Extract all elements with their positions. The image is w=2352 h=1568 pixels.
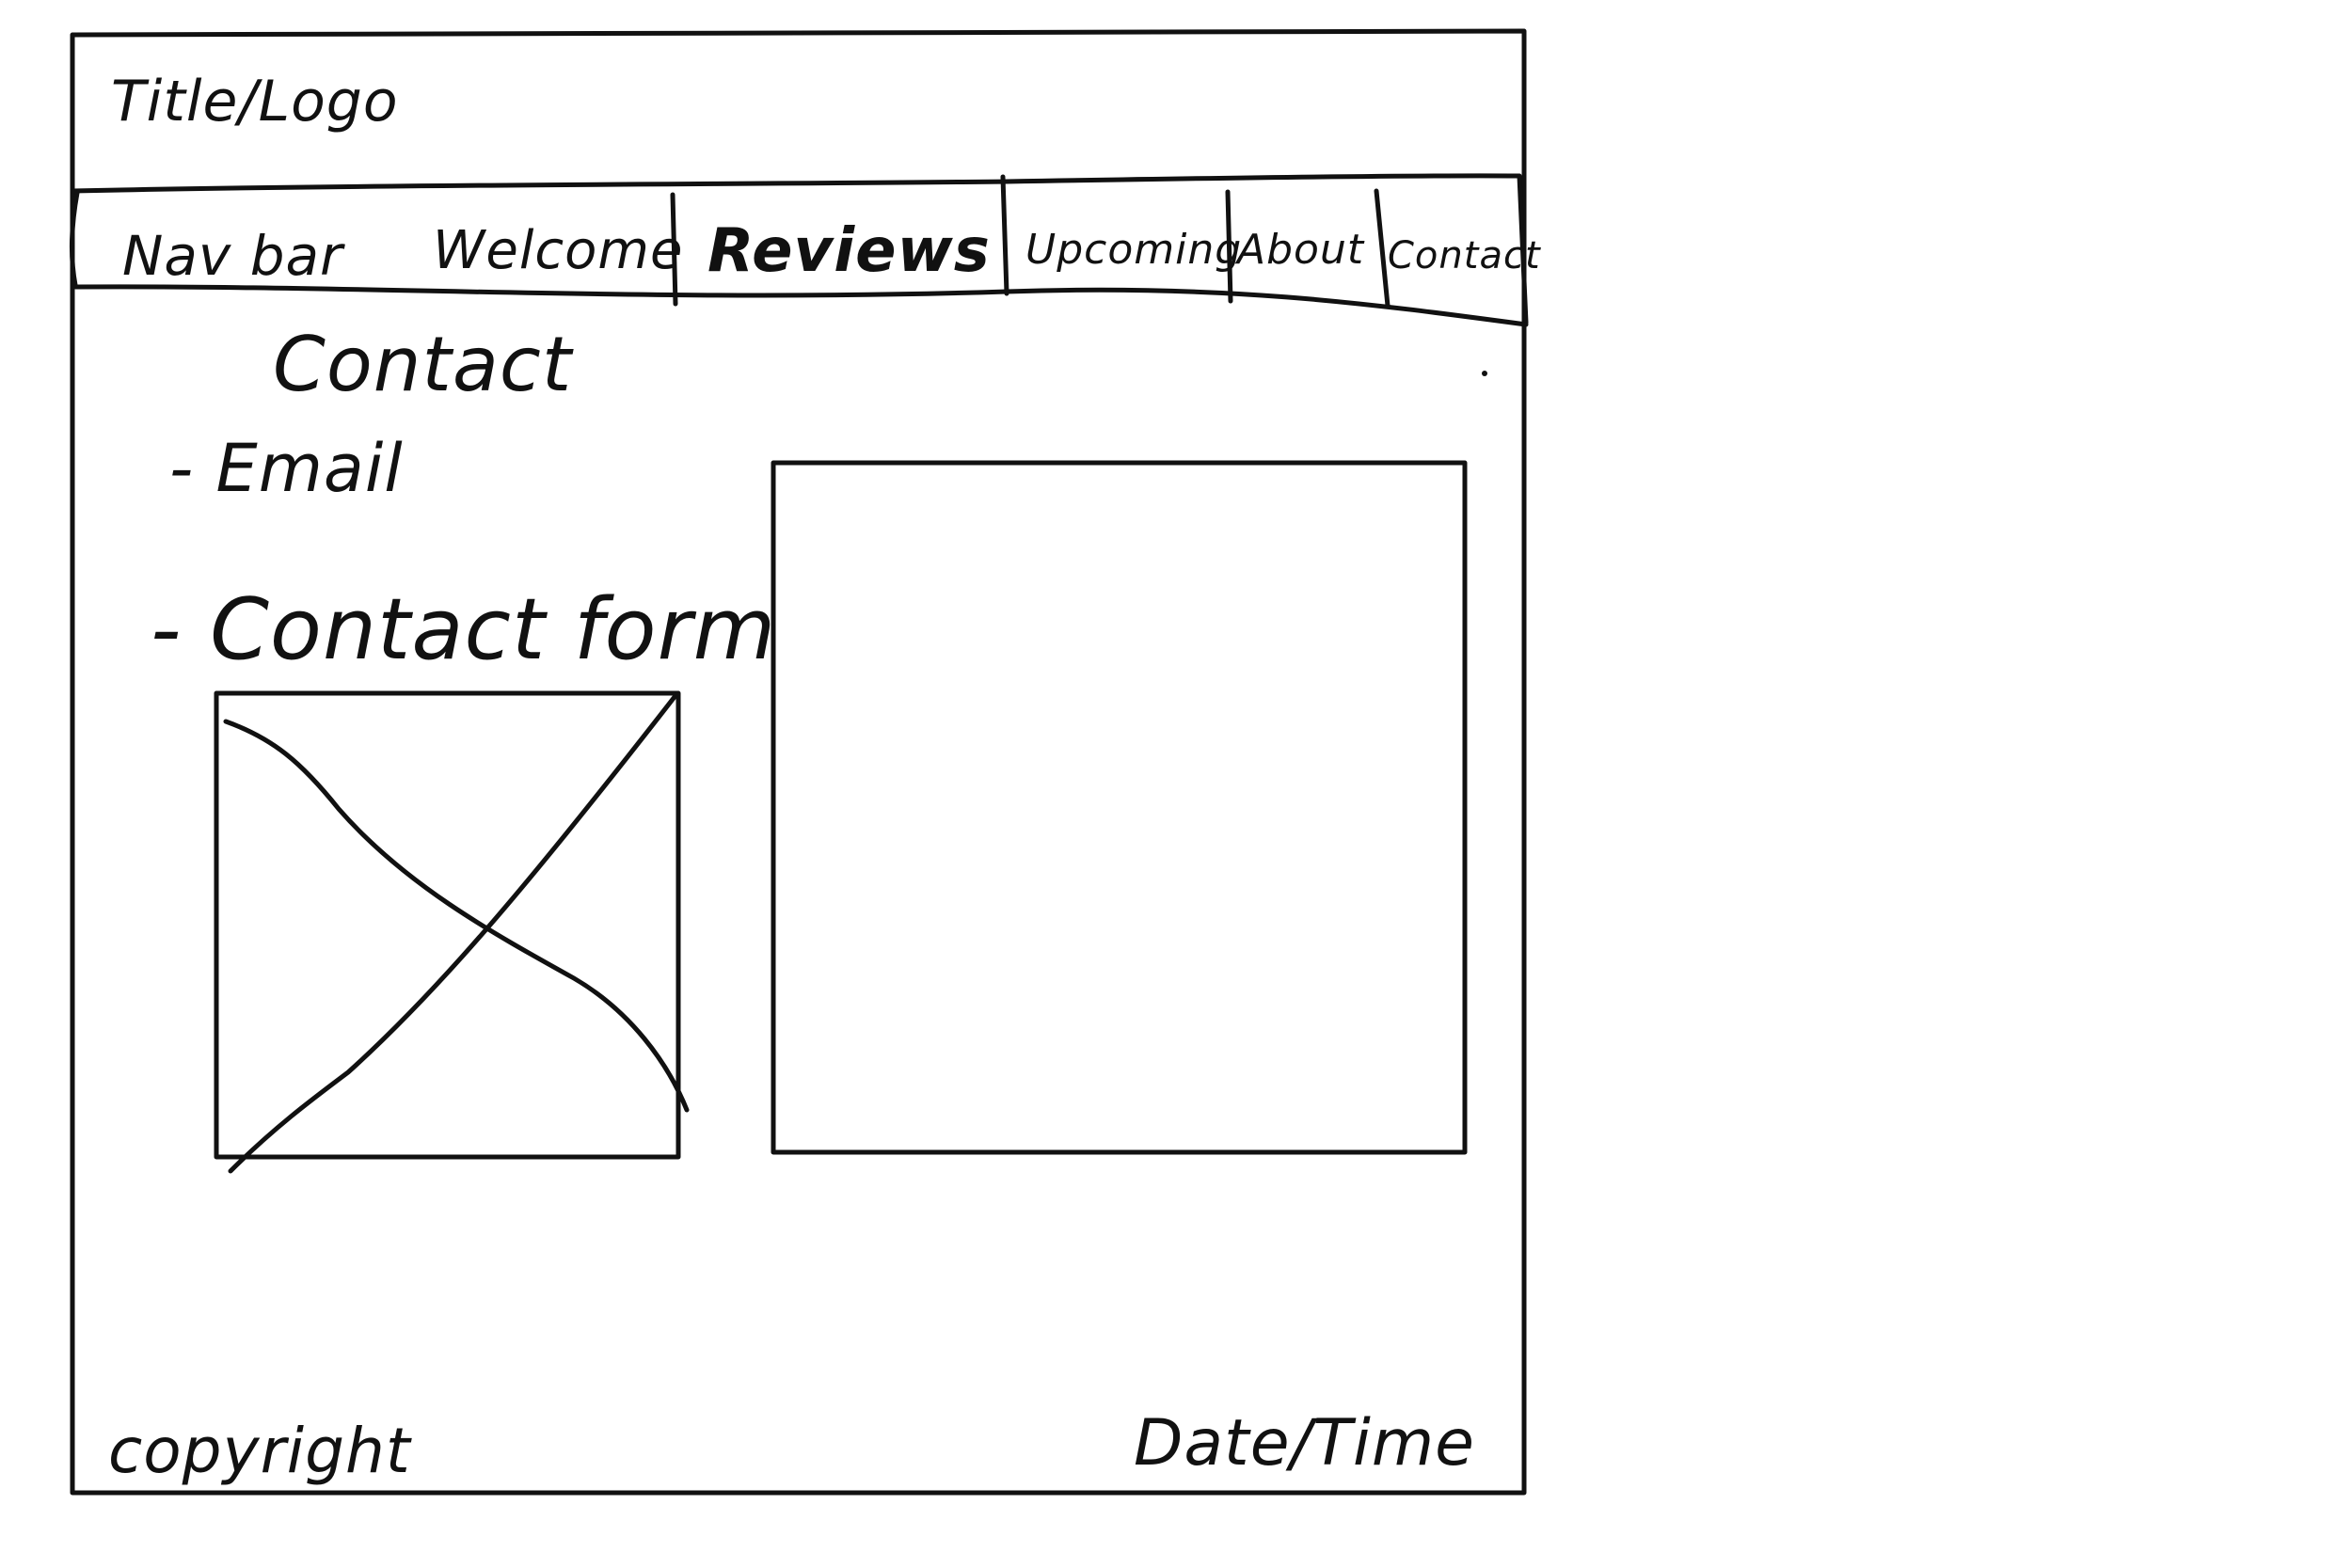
content-item-contact-form[interactable]: - Contact form [151,580,776,679]
content-heading: Contact [273,321,574,408]
nav-bar-bottom-line [72,284,1529,327]
nav-divider [670,192,678,307]
image-placeholder-cross [228,690,680,1174]
nav-item-about[interactable]: About [1234,226,1365,274]
nav-item-reviews[interactable]: Reviews [707,216,991,286]
footer-copyright: copyright [108,1415,412,1487]
nav-divider [1000,174,1009,296]
nav-divider [1225,189,1233,304]
image-placeholder-frame [214,690,681,1160]
footer-date-time: Date/Time [1134,1406,1475,1481]
nav-item-upcoming[interactable]: Upcoming [1025,226,1242,274]
nav-bar-left-edge [69,190,80,288]
nav-bar [69,173,1529,327]
stray-dot [1482,371,1487,376]
nav-divider [1374,188,1391,309]
site-title-logo[interactable]: Title/Logo [111,69,399,135]
image-placeholder-cross [223,719,690,1113]
nav-bar-label: Nav bar [122,224,345,288]
image-placeholder [214,690,690,1174]
page-frame [70,28,1527,1496]
nav-item-welcome[interactable]: Welcome [433,220,683,281]
nav-bar-top-line [70,173,1529,325]
contact-form-box[interactable] [771,460,1468,1155]
nav-item-contact[interactable]: Contact [1388,234,1541,277]
content-item-email[interactable]: - Email [169,430,404,507]
